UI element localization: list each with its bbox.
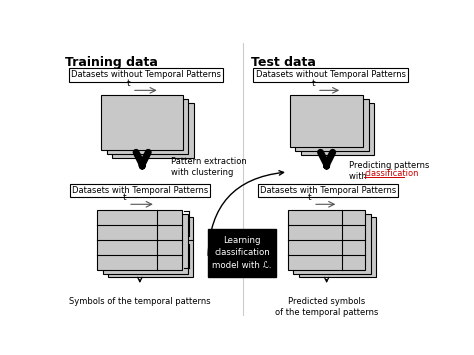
Bar [290,95,364,147]
Text: Datasets with Temporal Patterns: Datasets with Temporal Patterns [260,186,396,195]
Text: Pattern extraction
with clustering: Pattern extraction with clustering [171,157,246,178]
Bar [301,103,374,155]
Text: t: t [308,193,311,202]
Bar [107,99,188,154]
Text: classification: classification [364,169,419,178]
Bar [293,214,371,274]
Text: Datasets with Temporal Patterns: Datasets with Temporal Patterns [72,186,208,195]
Text: t: t [123,193,127,202]
Bar [295,99,369,151]
Text: Predicted symbols
of the temporal patterns: Predicted symbols of the temporal patter… [275,297,378,317]
Text: t: t [312,79,315,88]
Text: Datasets without Temporal Patterns: Datasets without Temporal Patterns [71,70,221,80]
Bar [288,210,365,270]
Text: t: t [127,79,130,88]
Text: Test data: Test data [251,56,316,70]
Bar [299,217,376,278]
Text: Training data: Training data [65,56,158,70]
Text: Predicting patterns
with: Predicting patterns with [349,161,429,181]
Bar [112,103,194,158]
Text: Symbols of the temporal patterns: Symbols of the temporal patterns [69,297,210,306]
Text: Learning
classification
model with ℒ.: Learning classification model with ℒ. [212,236,272,270]
Bar [103,214,188,274]
Bar [101,95,183,151]
Bar [97,210,182,270]
Text: Datasets without Temporal Patterns: Datasets without Temporal Patterns [255,70,405,80]
Bar [208,229,276,277]
Bar [108,217,193,278]
